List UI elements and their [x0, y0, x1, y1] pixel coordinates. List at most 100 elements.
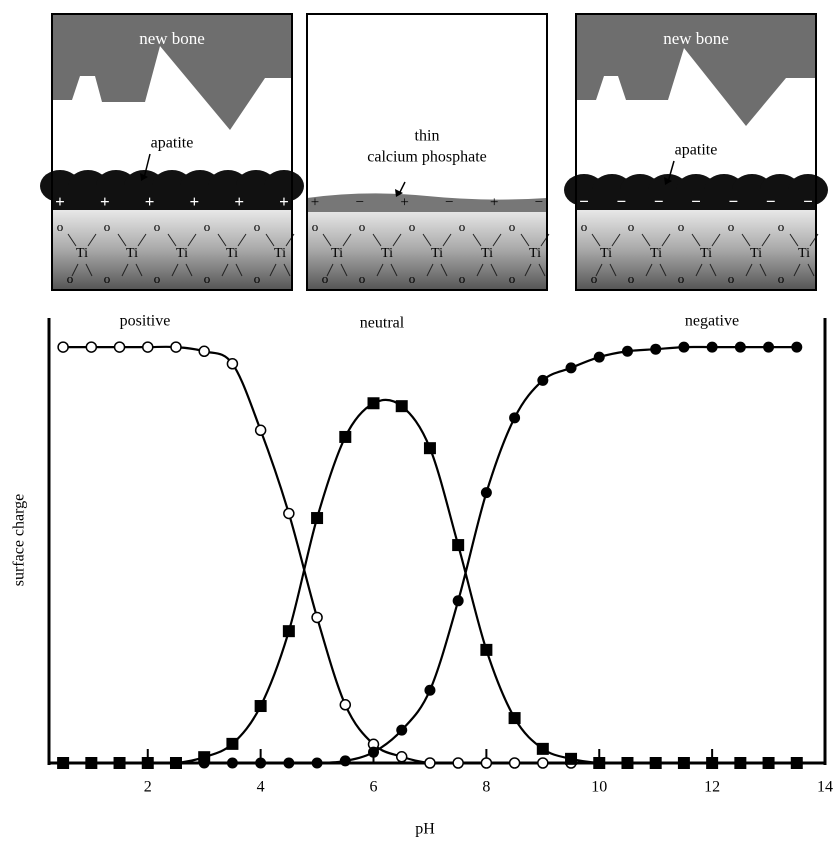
x-tick-label: 6 — [370, 779, 378, 796]
data-point — [678, 757, 690, 769]
o-atom: o — [509, 219, 516, 234]
o-atom: o — [628, 219, 635, 234]
x-tick-label: 8 — [482, 779, 490, 796]
data-point — [368, 747, 379, 758]
o-atom: o — [581, 219, 588, 234]
x-tick-label: 4 — [257, 779, 265, 796]
layer-label: thin — [415, 128, 440, 145]
data-point — [481, 758, 491, 768]
o-atom: o — [591, 271, 598, 286]
data-point — [735, 342, 746, 353]
ti-atom: Ti — [650, 246, 662, 261]
data-point — [283, 625, 295, 637]
o-atom: o — [678, 271, 685, 286]
x-tick-label: 2 — [144, 779, 152, 796]
ti-atom: Ti — [529, 246, 541, 261]
data-point — [537, 375, 548, 386]
ti-atom: Ti — [481, 246, 493, 261]
surface-charge: + — [490, 194, 498, 210]
o-atom: o — [204, 271, 211, 286]
surface-charge: − — [445, 194, 453, 210]
surface-charge: + — [279, 192, 289, 211]
panel: new boneapatite++++++TiTiTiTiTiooooooooo… — [40, 14, 304, 290]
ti-atom: Ti — [798, 246, 810, 261]
surface-charge: − — [535, 194, 543, 210]
o-atom: o — [322, 271, 329, 286]
data-point — [312, 758, 323, 769]
panel: new boneapatite−−−−−−−TiTiTiTiTioooooooo… — [564, 14, 828, 290]
o-atom: o — [57, 219, 64, 234]
o-atom: o — [678, 219, 685, 234]
o-atom: o — [509, 271, 516, 286]
surface-charge: − — [691, 192, 701, 211]
series-line — [63, 347, 797, 763]
ti-atom: Ti — [750, 246, 762, 261]
series-line — [63, 347, 571, 764]
data-point — [734, 757, 746, 769]
surface-charge: − — [728, 192, 738, 211]
o-atom: o — [67, 271, 74, 286]
o-atom: o — [728, 219, 735, 234]
series-line — [63, 400, 797, 764]
o-atom: o — [628, 271, 635, 286]
data-point — [763, 342, 774, 353]
x-tick-label: 12 — [704, 779, 720, 796]
ti-atom: Ti — [431, 246, 443, 261]
o-atom: o — [359, 271, 366, 286]
o-atom: o — [778, 271, 785, 286]
data-point — [396, 725, 407, 736]
y-axis-label: surface charge — [11, 494, 28, 587]
data-point — [706, 757, 718, 769]
data-point — [58, 758, 69, 769]
data-point — [312, 612, 322, 622]
o-atom: o — [104, 271, 111, 286]
data-point — [509, 412, 520, 423]
layer-label: calcium phosphate — [367, 149, 487, 166]
figure: positive neutral negative surface charge… — [0, 0, 835, 843]
data-point — [171, 342, 181, 352]
data-point — [255, 758, 266, 769]
o-atom: o — [778, 219, 785, 234]
data-point — [452, 539, 464, 551]
surface-charge: − — [766, 192, 776, 211]
ti-atom: Ti — [381, 246, 393, 261]
annotation: negative — [685, 313, 739, 330]
annotation: neutral — [360, 315, 405, 332]
data-point — [510, 758, 520, 768]
surface-charge: + — [145, 192, 155, 211]
data-point — [396, 400, 408, 412]
data-point — [339, 431, 351, 443]
ti-atom: Ti — [76, 246, 88, 261]
ti-atom: Ti — [700, 246, 712, 261]
data-point — [58, 342, 68, 352]
data-point — [678, 342, 689, 353]
bone-label: new bone — [663, 29, 729, 48]
o-atom: o — [728, 271, 735, 286]
data-point — [199, 758, 210, 769]
surface-charge: + — [55, 192, 65, 211]
data-point — [509, 712, 521, 724]
data-point — [86, 758, 97, 769]
data-point — [255, 700, 267, 712]
ti-atom: Ti — [176, 246, 188, 261]
data-point — [425, 758, 435, 768]
o-atom: o — [154, 219, 161, 234]
o-atom: o — [254, 219, 261, 234]
data-point — [114, 758, 125, 769]
o-atom: o — [104, 219, 111, 234]
data-point — [368, 397, 380, 409]
data-point — [621, 757, 633, 769]
o-atom: o — [409, 271, 416, 286]
data-point — [707, 342, 718, 353]
data-point — [227, 758, 238, 769]
o-atom: o — [359, 219, 366, 234]
data-point — [256, 425, 266, 435]
ti-atom: Ti — [331, 246, 343, 261]
data-point — [340, 755, 351, 766]
surface-charge: − — [356, 194, 364, 210]
o-atom: o — [204, 219, 211, 234]
panel: thincalcium phosphate+−+−+−TiTiTiTiTiooo… — [307, 14, 549, 290]
data-point — [453, 595, 464, 606]
data-point — [340, 700, 350, 710]
data-point — [565, 753, 577, 765]
